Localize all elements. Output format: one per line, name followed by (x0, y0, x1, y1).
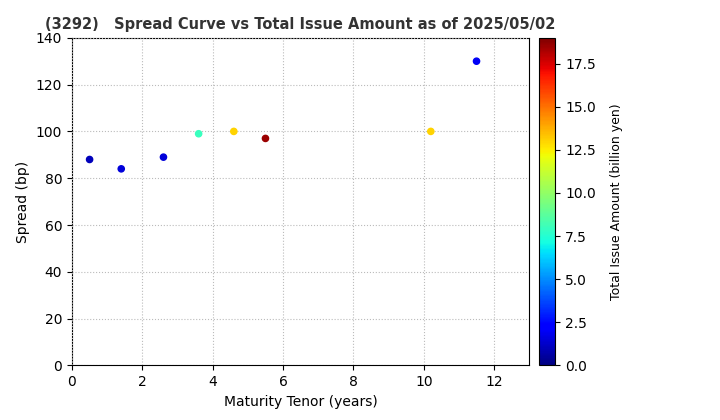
Y-axis label: Total Issue Amount (billion yen): Total Issue Amount (billion yen) (610, 103, 623, 300)
Point (193, 130, 204, 137)
Point (425, 128, 436, 135)
Point (115, 165, 127, 172)
Point (228, 128, 240, 135)
Y-axis label: Spread (bp): Spread (bp) (17, 160, 30, 243)
Point (158, 154, 169, 160)
Point (260, 135, 271, 142)
Title: (3292)   Spread Curve vs Total Issue Amount as of 2025/05/02: (3292) Spread Curve vs Total Issue Amoun… (45, 18, 556, 32)
X-axis label: Maturity Tenor (years): Maturity Tenor (years) (224, 395, 377, 409)
Point (471, 58, 482, 65)
Point (84, 156, 95, 163)
